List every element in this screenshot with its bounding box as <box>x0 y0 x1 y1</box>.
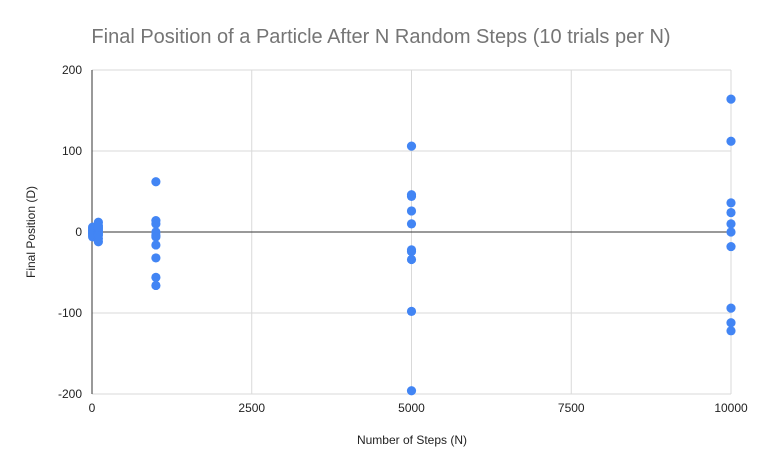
x-axis-label: Number of Steps (N) <box>357 433 467 447</box>
data-point <box>151 240 161 250</box>
data-point <box>151 253 161 263</box>
data-point <box>406 206 417 216</box>
data-point <box>726 207 736 218</box>
data-point <box>726 241 736 252</box>
data-point <box>726 227 736 237</box>
data-point <box>151 232 161 242</box>
y-tick-label: -100 <box>58 306 82 320</box>
data-point <box>151 272 161 282</box>
data-point <box>406 141 417 151</box>
data-point <box>726 94 736 104</box>
data-point <box>726 136 736 146</box>
data-points <box>88 94 736 396</box>
x-tick-label: 7500 <box>558 401 585 415</box>
data-point <box>726 318 736 328</box>
tick-labels: 0 2500 5000 7500 10000 -200 -100 0 100 200 <box>58 63 748 415</box>
x-tick-label: 2500 <box>238 401 265 415</box>
chart-title: Final Position of a Particle After N Ran… <box>91 26 670 48</box>
data-point <box>151 280 161 291</box>
data-point <box>406 254 417 265</box>
data-point <box>93 237 103 247</box>
data-point <box>726 219 736 229</box>
data-point <box>93 222 103 232</box>
data-point <box>406 306 417 316</box>
y-tick-label: 100 <box>62 144 82 158</box>
data-point <box>406 219 417 229</box>
y-tick-label: -200 <box>58 387 82 401</box>
data-point <box>151 177 161 187</box>
data-point <box>151 219 161 229</box>
x-tick-label: 5000 <box>398 401 425 415</box>
data-point <box>406 246 417 257</box>
x-tick-label: 10000 <box>714 401 748 415</box>
data-point <box>406 190 417 200</box>
x-tick-label: 0 <box>89 401 96 415</box>
data-point <box>726 198 736 208</box>
data-point <box>726 303 736 313</box>
y-tick-label: 0 <box>75 225 82 239</box>
y-tick-label: 200 <box>62 63 82 77</box>
data-point <box>406 386 417 396</box>
y-axis-label: Final Position (D) <box>24 186 38 278</box>
data-point <box>726 326 736 336</box>
